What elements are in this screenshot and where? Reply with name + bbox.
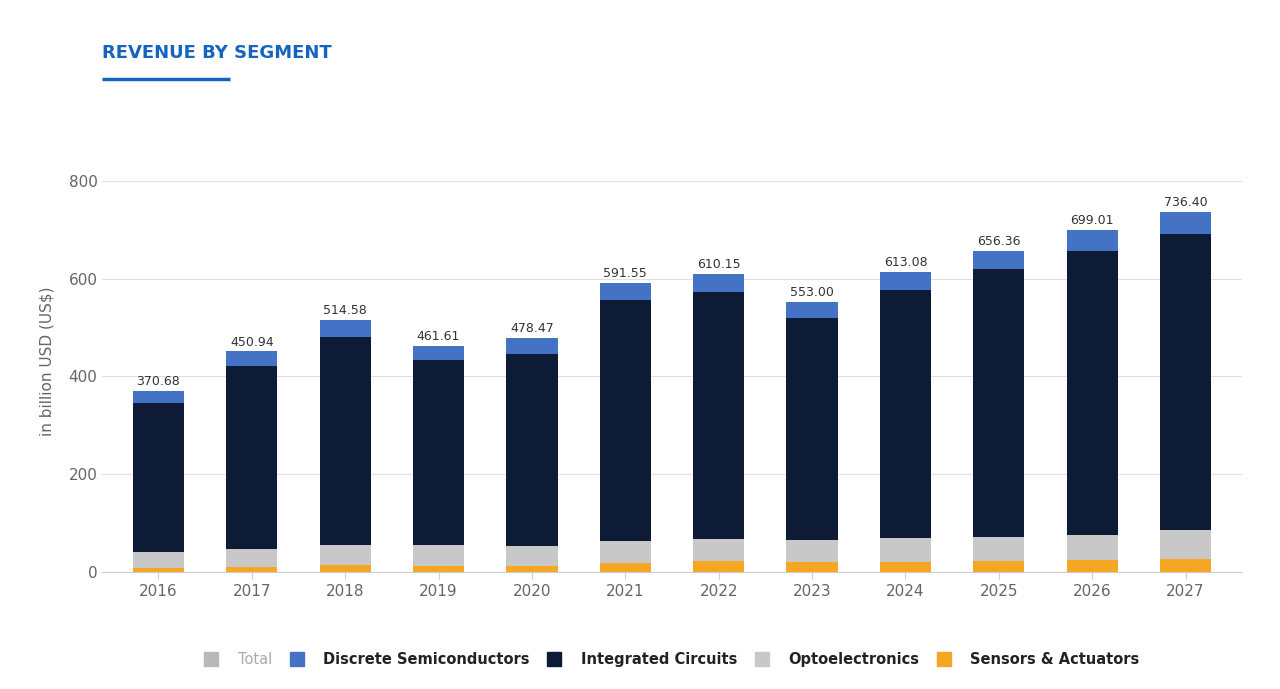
Text: 450.94: 450.94: [230, 336, 274, 349]
Bar: [507, 338, 558, 353]
Bar: [599, 282, 652, 300]
Text: 478.47: 478.47: [509, 322, 554, 335]
Bar: [133, 403, 184, 552]
Bar: [1160, 212, 1211, 234]
Bar: [879, 272, 931, 289]
Bar: [879, 289, 931, 538]
Bar: [1066, 230, 1117, 251]
Bar: [1160, 234, 1211, 531]
Bar: [786, 562, 837, 572]
Bar: [879, 562, 931, 572]
Bar: [1066, 560, 1117, 572]
Text: 736.40: 736.40: [1164, 196, 1207, 209]
Legend: Total, Discrete Semiconductors, Integrated Circuits, Optoelectronics, Sensors & : Total, Discrete Semiconductors, Integrat…: [198, 646, 1146, 673]
Text: 591.55: 591.55: [603, 267, 648, 280]
Bar: [599, 563, 652, 572]
Bar: [599, 300, 652, 541]
Bar: [973, 537, 1024, 561]
Bar: [413, 546, 465, 566]
Bar: [692, 539, 745, 561]
Bar: [1066, 535, 1117, 560]
Bar: [973, 269, 1024, 537]
Bar: [227, 351, 278, 366]
Bar: [133, 568, 184, 572]
Bar: [507, 546, 558, 566]
Bar: [786, 540, 837, 562]
Text: 553.00: 553.00: [790, 286, 835, 298]
Bar: [413, 360, 465, 546]
Bar: [692, 561, 745, 572]
Bar: [1160, 559, 1211, 572]
Y-axis label: in billion USD (US$): in billion USD (US$): [40, 287, 55, 436]
Bar: [133, 552, 184, 568]
Bar: [692, 292, 745, 539]
Text: 699.01: 699.01: [1070, 214, 1114, 227]
Bar: [413, 566, 465, 572]
Bar: [507, 353, 558, 546]
Text: 613.08: 613.08: [883, 256, 927, 269]
Bar: [227, 366, 278, 549]
Bar: [320, 565, 371, 572]
Bar: [507, 566, 558, 572]
Text: 656.36: 656.36: [977, 235, 1020, 248]
Text: REVENUE BY SEGMENT: REVENUE BY SEGMENT: [102, 44, 332, 62]
Text: 461.61: 461.61: [417, 330, 461, 343]
Bar: [692, 274, 745, 292]
Bar: [320, 546, 371, 565]
Bar: [786, 318, 837, 540]
Text: 610.15: 610.15: [696, 258, 741, 271]
Bar: [786, 302, 837, 318]
Bar: [133, 391, 184, 403]
Bar: [879, 538, 931, 562]
Bar: [227, 567, 278, 572]
Text: 514.58: 514.58: [324, 305, 367, 318]
Bar: [599, 541, 652, 563]
Bar: [1066, 251, 1117, 535]
Bar: [413, 347, 465, 360]
Bar: [320, 320, 371, 338]
Bar: [320, 338, 371, 546]
Text: 370.68: 370.68: [137, 375, 180, 388]
Bar: [227, 549, 278, 567]
Bar: [973, 251, 1024, 269]
Bar: [1160, 531, 1211, 559]
Bar: [973, 561, 1024, 572]
